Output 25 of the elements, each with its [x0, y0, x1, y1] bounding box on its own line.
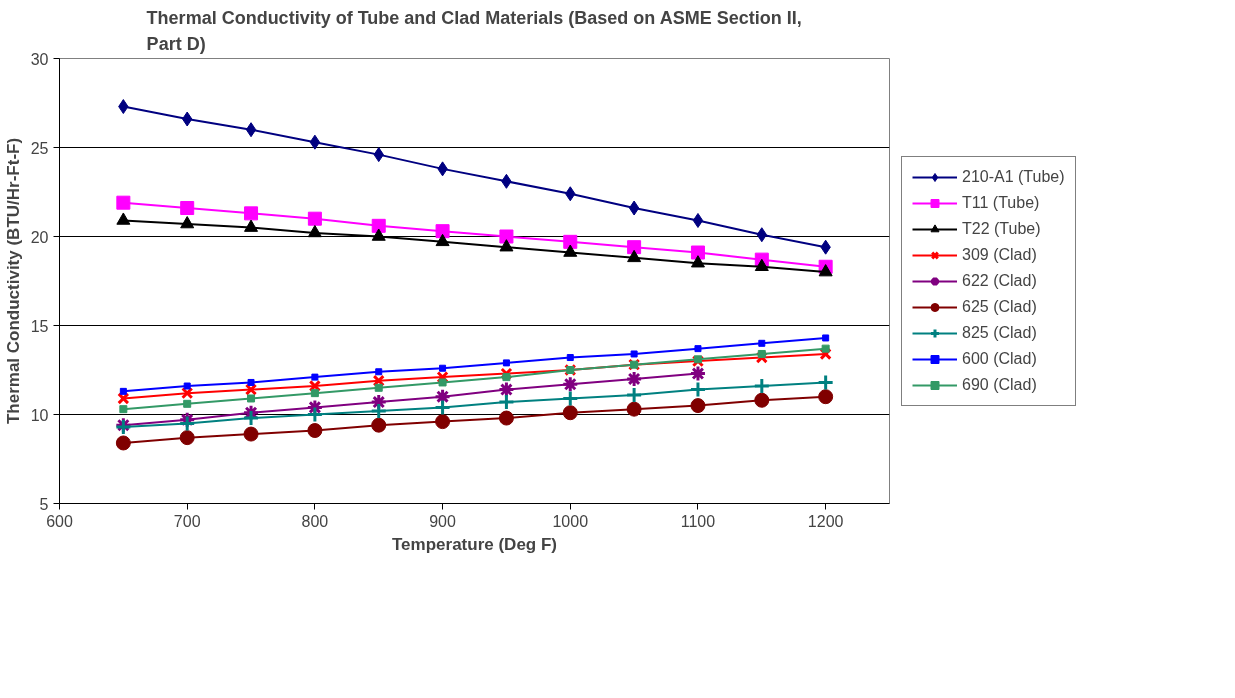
- x-tick-label: 900: [429, 512, 457, 530]
- legend-label: 309 (Clad): [962, 245, 1037, 264]
- legend-label: 625 (Clad): [962, 297, 1037, 316]
- x-tick-label: 1000: [552, 512, 589, 530]
- y-axis-title: Thermal Conductivity (BTU/Hr-Ft-F): [3, 137, 23, 425]
- legend-label: 622 (Clad): [962, 271, 1037, 290]
- y-tick-label: 5: [39, 495, 49, 513]
- chart-title: Thermal Conductivity of Tube and Clad Materials (Based on ASME Section II, Part D): [146, 7, 802, 54]
- legend-label: 600 (Clad): [962, 349, 1037, 368]
- legend-label: T22 (Tube): [962, 219, 1041, 238]
- y-tick-label: 25: [30, 139, 49, 157]
- y-tick-label: 10: [30, 406, 49, 424]
- x-axis-title: Temperature (Deg F): [392, 534, 558, 554]
- legend-label: T11 (Tube): [962, 193, 1040, 212]
- y-tick-label: 30: [30, 50, 49, 68]
- x-tick-label: 1100: [680, 512, 716, 530]
- y-tick-label: 20: [30, 228, 49, 246]
- x-tick-label: 800: [301, 512, 329, 530]
- legend-label: 825 (Clad): [962, 323, 1037, 342]
- y-tick-label: 15: [30, 317, 49, 335]
- legend-label: 690 (Clad): [962, 375, 1037, 394]
- legend-label: 210-A1 (Tube): [962, 167, 1065, 186]
- x-tick-label: 700: [173, 512, 201, 530]
- x-tick-label: 600: [46, 512, 73, 530]
- x-tick-label: 1200: [807, 512, 844, 530]
